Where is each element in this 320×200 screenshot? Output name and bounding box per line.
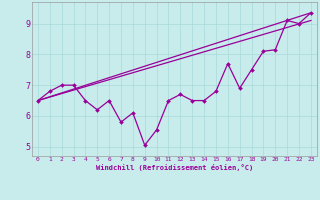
X-axis label: Windchill (Refroidissement éolien,°C): Windchill (Refroidissement éolien,°C) (96, 164, 253, 171)
